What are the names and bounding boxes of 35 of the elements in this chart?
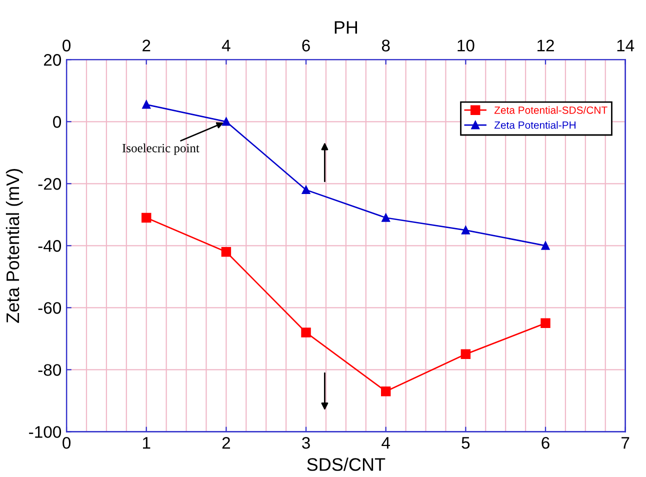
point bbox=[460, 349, 471, 360]
y-tick-label: -60 bbox=[38, 302, 62, 314]
x-axis-title: SDS/CNT bbox=[307, 458, 386, 471]
y-axis-title: Zeta Potential (mV) bbox=[6, 169, 23, 323]
y-tick-label: -100 bbox=[29, 426, 62, 438]
point bbox=[142, 212, 152, 223]
y-tick-label: 20 bbox=[44, 54, 62, 66]
x2-tick-label: 4 bbox=[222, 40, 230, 52]
x-tick-label: 3 bbox=[302, 436, 310, 449]
legend-label: Zeta Potential-PH bbox=[494, 121, 576, 129]
x-tick-label: 4 bbox=[382, 437, 390, 449]
x-tick-label: 5 bbox=[462, 437, 470, 449]
x2-tick-label: 14 bbox=[617, 40, 634, 52]
point bbox=[221, 246, 232, 257]
x2-tick-label: 2 bbox=[142, 40, 150, 52]
x2-tick-label: 6 bbox=[302, 40, 310, 52]
x2-axis-title: PH bbox=[334, 21, 357, 34]
x2-tick-label: 10 bbox=[458, 40, 474, 52]
y-tick-label: -80 bbox=[38, 364, 62, 376]
x-tick-label: 2 bbox=[222, 436, 230, 449]
x2-tick-label: 8 bbox=[382, 40, 390, 52]
point bbox=[301, 328, 311, 338]
x-tick-label: 1 bbox=[143, 437, 150, 449]
x2-tick-label: 0 bbox=[62, 40, 71, 52]
legend-label: Zeta Potential-SDS/CNT bbox=[494, 106, 608, 114]
x-tick-label: 0 bbox=[62, 436, 71, 449]
x2-tick-label: 12 bbox=[538, 40, 554, 52]
annotation: Isoelecric point bbox=[122, 144, 200, 155]
y-tick-label: -40 bbox=[38, 240, 62, 252]
y-tick-label: -20 bbox=[38, 178, 62, 190]
point bbox=[380, 386, 391, 396]
x-tick-label: 6 bbox=[542, 436, 550, 449]
y-tick-label: 0 bbox=[53, 116, 62, 128]
x-tick-label: 7 bbox=[622, 437, 630, 449]
point bbox=[540, 318, 550, 328]
